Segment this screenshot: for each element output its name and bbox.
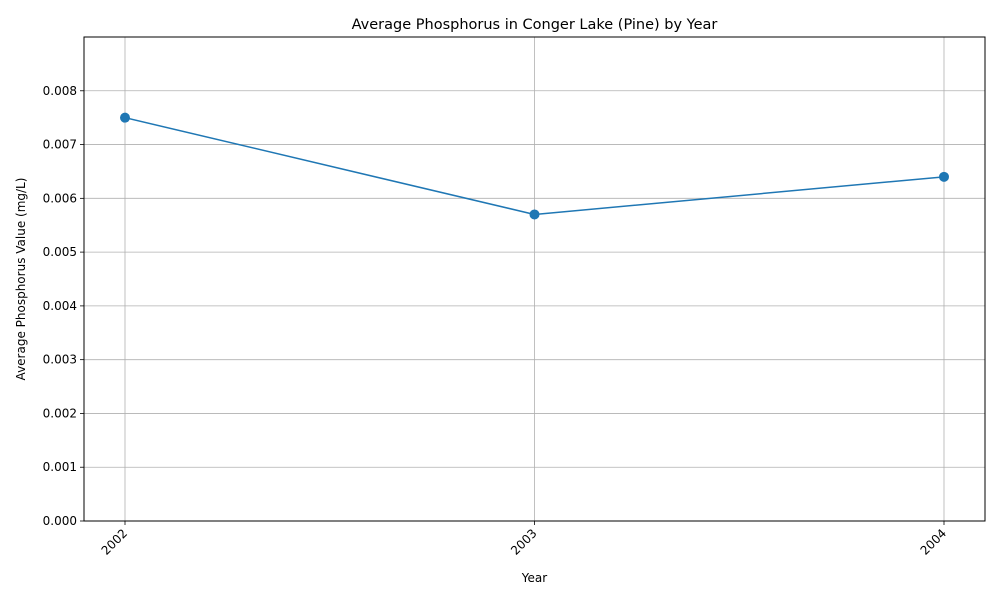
chart-title: Average Phosphorus in Conger Lake (Pine)… xyxy=(352,17,718,33)
x-axis-label: Year xyxy=(521,571,547,585)
y-tick-label: 0.006 xyxy=(43,191,77,205)
data-point-marker xyxy=(120,112,130,123)
y-tick-label: 0.001 xyxy=(43,460,77,474)
series-layer xyxy=(120,112,949,220)
data-point-marker xyxy=(939,171,949,182)
y-tick-label: 0.004 xyxy=(43,299,77,313)
y-tick-label: 0.000 xyxy=(43,514,77,528)
y-tick-label: 0.003 xyxy=(43,353,77,367)
y-tick-label: 0.007 xyxy=(43,138,77,152)
x-tick-label: 2004 xyxy=(918,526,949,557)
data-point-marker xyxy=(529,209,540,220)
y-axis-ticks: 0.000 0.001 0.002 0.003 0.004 0.005 0.006 0.007… xyxy=(43,84,84,528)
y-tick-label: 0.008 xyxy=(43,84,77,98)
y-axis-label: Average Phosphorus Value (mg/L) xyxy=(14,178,28,381)
y-tick-label: 0.005 xyxy=(43,245,77,259)
x-tick-label: 2002 xyxy=(99,526,130,557)
grid-layer xyxy=(84,37,985,522)
x-axis-ticks: 2002 2003 2004 xyxy=(99,521,949,558)
x-tick-label: 2003 xyxy=(508,526,539,557)
y-tick-label: 0.002 xyxy=(43,406,77,420)
